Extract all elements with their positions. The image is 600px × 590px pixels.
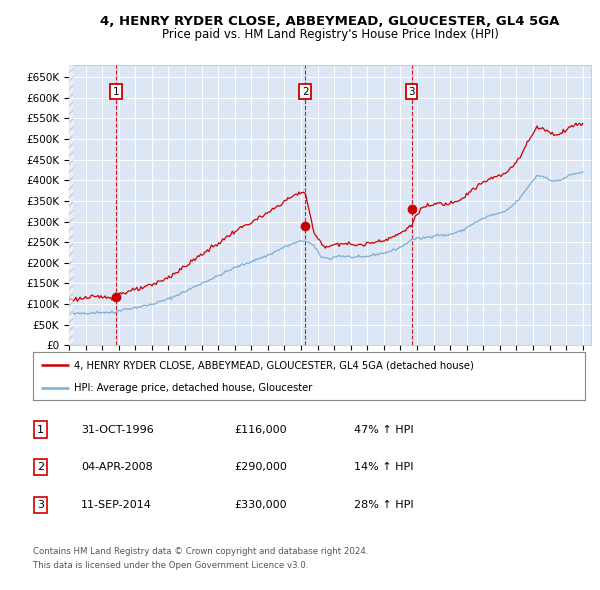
Text: 11-SEP-2014: 11-SEP-2014 [81,500,152,510]
Text: 3: 3 [37,500,44,510]
Text: 31-OCT-1996: 31-OCT-1996 [81,425,154,434]
Text: 14% ↑ HPI: 14% ↑ HPI [354,463,413,472]
Bar [69,65,73,345]
Text: 28% ↑ HPI: 28% ↑ HPI [354,500,413,510]
Text: £330,000: £330,000 [234,500,287,510]
Text: 04-APR-2008: 04-APR-2008 [81,463,153,472]
Text: 3: 3 [408,87,415,97]
Text: HPI: Average price, detached house, Gloucester: HPI: Average price, detached house, Glou… [74,383,313,393]
Text: 2: 2 [302,87,308,97]
Text: 47% ↑ HPI: 47% ↑ HPI [354,425,413,434]
Text: 1: 1 [37,425,44,434]
Text: This data is licensed under the Open Government Licence v3.0.: This data is licensed under the Open Gov… [33,561,308,570]
Text: £116,000: £116,000 [234,425,287,434]
Text: 1: 1 [113,87,119,97]
Text: £290,000: £290,000 [234,463,287,472]
Text: Price paid vs. HM Land Registry's House Price Index (HPI): Price paid vs. HM Land Registry's House … [161,28,499,41]
Text: Contains HM Land Registry data © Crown copyright and database right 2024.: Contains HM Land Registry data © Crown c… [33,547,368,556]
Text: 4, HENRY RYDER CLOSE, ABBEYMEAD, GLOUCESTER, GL4 5GA: 4, HENRY RYDER CLOSE, ABBEYMEAD, GLOUCES… [100,15,560,28]
Text: 2: 2 [37,463,44,472]
Text: 4, HENRY RYDER CLOSE, ABBEYMEAD, GLOUCESTER, GL4 5GA (detached house): 4, HENRY RYDER CLOSE, ABBEYMEAD, GLOUCES… [74,360,474,370]
